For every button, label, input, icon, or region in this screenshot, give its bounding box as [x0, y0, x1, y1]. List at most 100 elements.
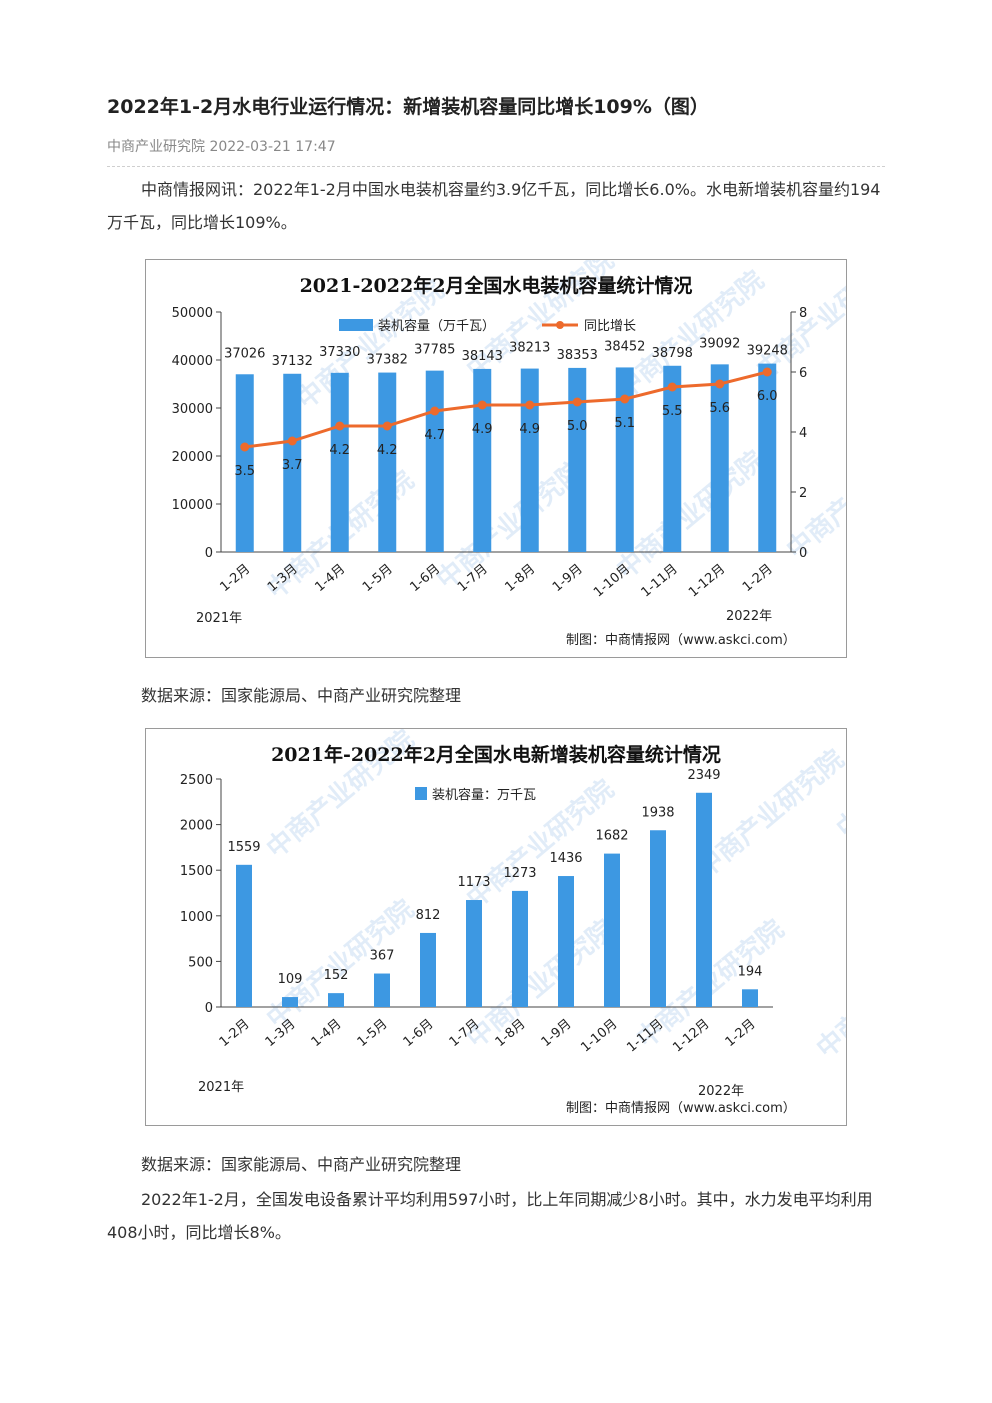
growth-point: [762, 367, 772, 377]
y2-tick-label: 0: [799, 546, 807, 561]
legend-line-label: 同比增长: [584, 319, 636, 334]
growth-value-label: 4.9: [472, 422, 493, 437]
x-tick-label: 1-5月: [360, 562, 396, 595]
y-tick-label: 1500: [180, 864, 213, 879]
bar: [742, 989, 758, 1007]
bar-value-label: 37785: [414, 343, 455, 358]
bar: [568, 367, 587, 552]
growth-value-label: 5.1: [614, 416, 635, 431]
y-tick-label: 40000: [172, 354, 213, 369]
growth-point: [525, 400, 535, 410]
bar-value-label: 38452: [604, 339, 645, 354]
growth-value-label: 6.0: [757, 389, 778, 404]
y-tick-label: 20000: [172, 450, 213, 465]
bar: [236, 864, 252, 1007]
growth-value-label: 4.2: [377, 443, 398, 458]
growth-point: [430, 406, 440, 416]
x-tick-label: 1-10月: [578, 1017, 620, 1056]
bar-value-label: 39092: [699, 336, 740, 351]
bar: [650, 830, 666, 1007]
article-meta: 中商产业研究院 2022-03-21 17:47: [107, 136, 336, 156]
y-tick-label: 1000: [180, 910, 213, 925]
watermark-text: 中商产业研究院: [811, 924, 846, 1065]
legend-line-marker: [556, 321, 564, 329]
chart-title: 2021-2022年2月全国水电装机容量统计情况: [300, 274, 693, 297]
chart-title: 2021年-2022年2月全国水电新增装机容量统计情况: [271, 743, 721, 766]
watermark-text: 中商产业研究院: [261, 894, 420, 1035]
x-tick-label: 1-9月: [539, 1017, 575, 1050]
legend-bar-label: 装机容量：万千瓦: [432, 787, 536, 803]
bar-value-label: 812: [416, 908, 441, 923]
bar-value-label: 37132: [272, 354, 313, 369]
y-tick-label: 30000: [172, 402, 213, 417]
legend-bar-swatch: [415, 787, 427, 800]
bar-value-label: 38143: [462, 349, 503, 364]
growth-value-label: 4.9: [519, 422, 540, 437]
article-title: 2022年1-2月水电行业运行情况：新增装机容量同比增长109%（图）: [107, 96, 709, 118]
bar: [758, 363, 777, 552]
growth-point: [667, 382, 677, 392]
bar: [710, 364, 729, 552]
bar: [378, 372, 397, 552]
growth-value-label: 3.5: [234, 464, 255, 479]
x-tick-label: 1-9月: [550, 562, 586, 595]
bar: [374, 973, 390, 1007]
watermark-text: 中商产业研究院: [831, 729, 846, 844]
x-tick-label: 1-2月: [217, 562, 253, 595]
bar-value-label: 38213: [509, 341, 550, 356]
data-source-2: 数据来源：国家能源局、中商产业研究院整理: [141, 1155, 462, 1174]
x-tick-label: 1-4月: [309, 1017, 345, 1050]
bar: [473, 368, 492, 552]
chart-credit: 制图：中商情报网（www.askci.com）: [566, 633, 796, 648]
utilization-paragraph: 2022年1-2月，全国发电设备累计平均利用597小时，比上年同期减少8小时。其…: [107, 1190, 873, 1242]
watermark-text: 中商产业研究院: [611, 445, 770, 586]
bar: [512, 890, 528, 1007]
bar-value-label: 39248: [747, 344, 788, 359]
bar-value-label: 37382: [367, 353, 408, 368]
bar-value-label: 37330: [319, 345, 360, 360]
growth-point: [382, 421, 392, 431]
x-tick-label: 1-2月: [740, 562, 776, 595]
x-tick-label: 1-2月: [217, 1017, 253, 1050]
y2-tick-label: 4: [799, 426, 807, 441]
bar-value-label: 1273: [503, 866, 536, 881]
x-tick-label: 1-12月: [686, 562, 728, 601]
year-label-2021: 2021年: [198, 1080, 244, 1095]
bar: [696, 792, 712, 1007]
bar: [520, 368, 539, 552]
y-tick-label: 10000: [172, 498, 213, 513]
article-source[interactable]: 中商产业研究院: [107, 139, 205, 155]
growth-point: [572, 397, 582, 407]
growth-point: [240, 442, 250, 452]
bar-value-label: 1173: [457, 875, 490, 890]
x-tick-label: 1-8月: [502, 562, 538, 595]
bar-value-label: 194: [738, 964, 763, 979]
growth-value-label: 5.6: [709, 401, 730, 416]
growth-point: [477, 400, 487, 410]
growth-point: [287, 436, 297, 446]
bar: [604, 853, 620, 1007]
bar: [615, 367, 634, 552]
article-datetime: 2022-03-21 17:47: [209, 139, 336, 155]
title-divider: [107, 166, 885, 167]
bar-value-label: 38798: [652, 346, 693, 361]
bar: [328, 993, 344, 1007]
bar-value-label: 1938: [641, 805, 674, 820]
bar: [283, 373, 302, 552]
bar: [282, 997, 298, 1007]
chart-installed-capacity: 中商产业研究院 中商产业研究院 中商产业研究院 中商产业研究院 中商产业研究院 中商产业研…: [145, 259, 847, 658]
watermark-text: 中商产业研究院: [781, 425, 846, 566]
bar: [466, 900, 482, 1007]
growth-line: [244, 370, 768, 449]
year-label-2021: 2021年: [196, 611, 242, 626]
bar: [420, 932, 436, 1007]
y-tick-label: 50000: [172, 306, 213, 321]
growth-point: [620, 394, 630, 404]
bar: [330, 372, 349, 552]
growth-point: [715, 379, 725, 389]
bar-value-label: 152: [324, 968, 349, 983]
x-tick-label: 1-5月: [355, 1017, 391, 1050]
bar-value-label: 1436: [549, 851, 582, 866]
y2-tick-label: 2: [799, 486, 807, 501]
